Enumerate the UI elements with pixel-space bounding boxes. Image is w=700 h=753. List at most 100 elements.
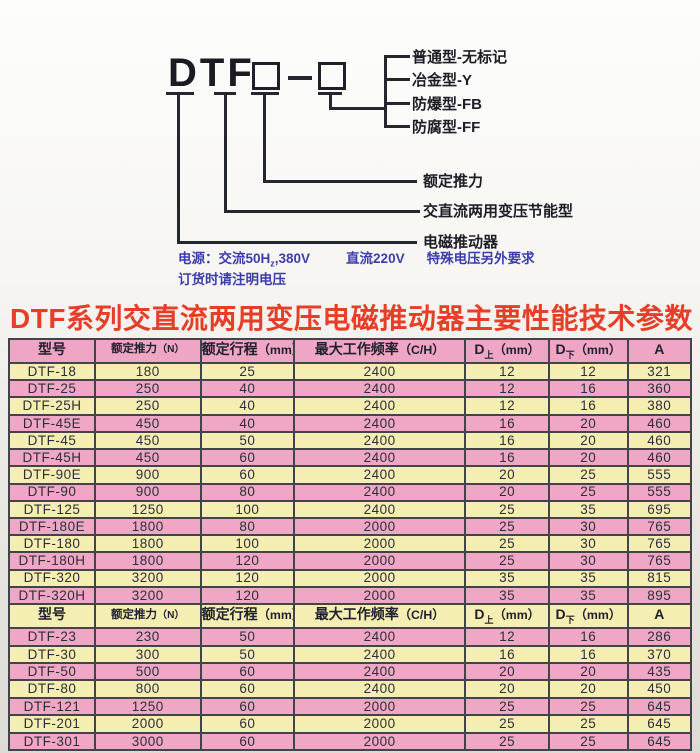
- table-row: DTF-180 1800 100 2000 25 30 765: [8, 534, 693, 554]
- cell-a: 555: [626, 482, 693, 502]
- model-prefix-text: DTF: [168, 51, 255, 95]
- cell-thrust: 250: [93, 379, 202, 399]
- cell-stroke: 120: [199, 585, 296, 606]
- cell-d-upper: 16: [464, 644, 551, 664]
- cell-stroke: 40: [199, 396, 296, 416]
- cell-model: DTF-25: [8, 379, 96, 399]
- cell-d-lower: 20: [548, 413, 629, 433]
- cell-model: DTF-30: [8, 644, 96, 664]
- cell-frequency: 2000: [293, 516, 467, 537]
- table-row: DTF-180E 1800 80 2000 25 30 765: [8, 516, 693, 537]
- cell-d-upper: 25: [464, 516, 551, 537]
- cell-d-upper: 35: [464, 585, 551, 606]
- cell-a: 645: [626, 696, 693, 717]
- cell-d-upper: 20: [464, 465, 551, 485]
- table-row: DTF-50 500 60 2400 20 20 435: [8, 661, 693, 682]
- cell-a: 645: [626, 731, 693, 752]
- lead-tick-variant: [318, 92, 342, 95]
- power-special-text: 特殊电压另外要求: [426, 251, 535, 266]
- cell-d-lower: 30: [548, 551, 629, 571]
- cell-a: 765: [626, 534, 693, 554]
- column-header: 型号: [8, 338, 96, 364]
- cell-model: DTF-180E: [8, 516, 96, 537]
- cell-d-upper: 12: [464, 396, 551, 416]
- cell-stroke: 100: [199, 499, 296, 519]
- cell-d-lower: 35: [548, 585, 629, 606]
- cell-d-lower: 16: [548, 644, 629, 664]
- cell-d-lower: 25: [548, 696, 629, 717]
- cell-model: DTF-180H: [8, 551, 96, 571]
- cell-d-lower: 16: [548, 396, 629, 416]
- cell-model: DTF-201: [8, 714, 96, 734]
- cell-d-upper: 16: [464, 413, 551, 433]
- cell-stroke: 100: [199, 534, 296, 554]
- column-header: D下（mm）: [548, 338, 629, 364]
- hz-subscript: z: [270, 258, 275, 269]
- leader-line-variant: [329, 107, 386, 110]
- cell-frequency: 2000: [293, 585, 467, 606]
- table-row: DTF-90 900 80 2400 20 25 555: [8, 482, 693, 502]
- cell-thrust: 3000: [93, 731, 202, 752]
- cell-d-lower: 30: [548, 516, 629, 537]
- cell-thrust: 300: [93, 644, 202, 664]
- parameters-table-wrap: 型号 额定推力（N） 额定行程（mm） 最大工作频率（C/H） D上（mm） D…: [8, 338, 693, 752]
- table-row: DTF-320 3200 120 2000 35 35 815: [8, 568, 693, 588]
- model-dash: [288, 76, 312, 80]
- callout-series-label: 交直流两用变压节能型: [423, 203, 574, 220]
- column-header: D下（mm）: [548, 603, 629, 630]
- cell-model: DTF-25H: [8, 396, 96, 416]
- model-digit-box-1: [252, 62, 280, 90]
- cell-a: 460: [626, 448, 693, 468]
- cell-model: DTF-320: [8, 568, 96, 588]
- leader-line-device: [177, 241, 417, 244]
- cell-d-lower: 20: [548, 661, 629, 682]
- cell-thrust: 1250: [93, 499, 202, 519]
- power-dc-text: 直流220V: [346, 251, 405, 266]
- leader-line-thrust: [263, 180, 417, 183]
- cell-a: 765: [626, 516, 693, 537]
- table-row: DTF-125 1250 100 2400 25 35 695: [8, 499, 693, 519]
- cell-stroke: 50: [199, 627, 296, 647]
- cell-d-lower: 35: [548, 499, 629, 519]
- cell-d-upper: 25: [464, 696, 551, 717]
- cell-a: 286: [626, 627, 693, 647]
- callout-device-label: 电磁推动器: [423, 234, 499, 251]
- cell-frequency: 2400: [293, 396, 467, 416]
- table-row: DTF-180H 1800 120 2000 25 30 765: [8, 551, 693, 571]
- lead-tick-thrust: [251, 92, 279, 95]
- cell-d-lower: 20: [548, 448, 629, 468]
- cell-model: DTF-125: [8, 499, 96, 519]
- table-row: DTF-45 450 50 2400 16 20 460: [8, 430, 693, 451]
- cell-frequency: 2400: [293, 644, 467, 664]
- cell-d-lower: 20: [548, 679, 629, 699]
- cell-d-upper: 12: [464, 379, 551, 399]
- cell-stroke: 120: [199, 551, 296, 571]
- table-row: DTF-80 800 60 2400 20 20 450: [8, 679, 693, 699]
- variant-branch-line: [384, 102, 410, 105]
- variant-branch-line: [384, 125, 410, 128]
- column-header: 额定行程（mm）: [199, 603, 296, 630]
- cell-model: DTF-45E: [8, 413, 96, 433]
- table-row: DTF-121 1250 60 2000 25 25 645: [8, 696, 693, 717]
- table-row: DTF-25H 250 40 2400 12 16 380: [8, 396, 693, 416]
- lead-tick-device: [166, 92, 194, 95]
- cell-thrust: 250: [93, 396, 202, 416]
- cell-thrust: 1800: [93, 516, 202, 537]
- cell-model: DTF-50: [8, 661, 96, 682]
- cell-thrust: 450: [93, 413, 202, 433]
- cell-a: 555: [626, 465, 693, 485]
- cell-thrust: 180: [93, 361, 202, 382]
- cell-model: DTF-45H: [8, 448, 96, 468]
- leader-line-series: [224, 210, 420, 213]
- cell-a: 460: [626, 430, 693, 451]
- cell-d-upper: 25: [464, 551, 551, 571]
- cell-frequency: 2000: [293, 696, 467, 717]
- leader-line-thrust: [263, 94, 266, 183]
- cell-a: 380: [626, 396, 693, 416]
- cell-model: DTF-90: [8, 482, 96, 502]
- variant-label-list: 普通型-无标记 冶金型-Y 防爆型-FB 防腐型-FF: [412, 45, 507, 138]
- cell-stroke: 60: [199, 731, 296, 752]
- cell-frequency: 2000: [293, 714, 467, 734]
- column-header: 型号: [8, 603, 96, 630]
- table-section-1: 型号 额定推力（N） 额定行程（mm） 最大工作频率（C/H） D上（mm） D…: [8, 338, 693, 606]
